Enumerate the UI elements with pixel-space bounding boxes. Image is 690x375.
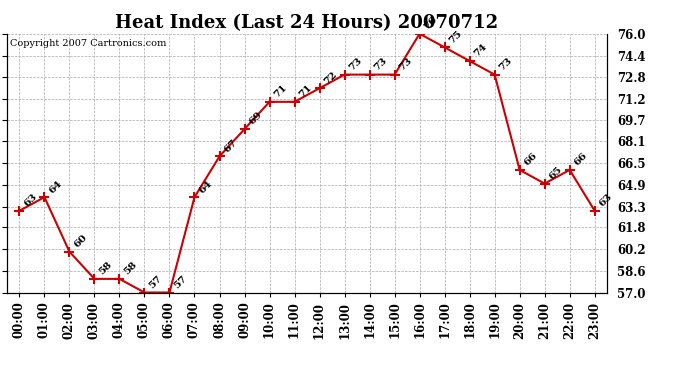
Text: 73: 73 [347,56,364,72]
Text: 63: 63 [22,192,39,208]
Text: 72: 72 [322,69,339,86]
Text: 65: 65 [547,165,564,182]
Text: 60: 60 [72,233,89,249]
Title: Heat Index (Last 24 Hours) 20070712: Heat Index (Last 24 Hours) 20070712 [115,14,499,32]
Text: 73: 73 [397,56,414,72]
Text: 64: 64 [47,178,63,195]
Text: 58: 58 [97,260,114,277]
Text: 57: 57 [172,274,189,290]
Text: 58: 58 [122,260,139,277]
Text: 71: 71 [273,83,289,100]
Text: Copyright 2007 Cartronics.com: Copyright 2007 Cartronics.com [10,39,166,48]
Text: 73: 73 [497,56,514,72]
Text: 76: 76 [422,15,439,32]
Text: 57: 57 [147,274,164,290]
Text: 66: 66 [522,151,539,168]
Text: 67: 67 [222,138,239,154]
Text: 75: 75 [447,28,464,45]
Text: 74: 74 [473,42,489,59]
Text: 71: 71 [297,83,314,100]
Text: 64: 64 [197,178,214,195]
Text: 73: 73 [373,56,389,72]
Text: 69: 69 [247,110,264,127]
Text: 63: 63 [598,192,614,208]
Text: 66: 66 [573,151,589,168]
